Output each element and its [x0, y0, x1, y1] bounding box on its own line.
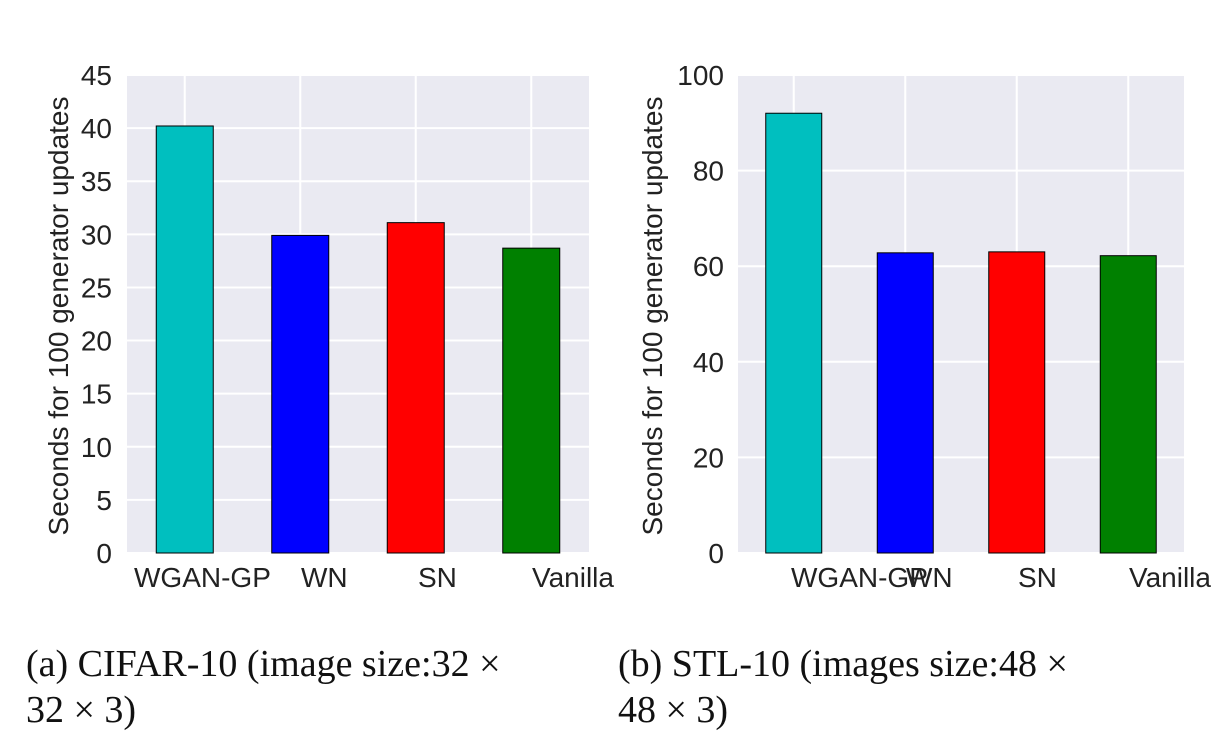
y-tick-label: 100 — [677, 60, 724, 91]
y-tick-label: 0 — [96, 538, 112, 569]
caption-a-line1: (a) CIFAR-10 (image size:32 × — [26, 643, 501, 685]
x-tick-label: SN — [418, 562, 457, 593]
y-tick-label: 60 — [693, 251, 724, 282]
y-axis-label: Seconds for 100 generator updates — [637, 97, 668, 536]
y-tick-label: 20 — [693, 442, 724, 473]
caption-b-line2: 48 × 3) — [618, 689, 728, 731]
y-tick-label: 0 — [708, 538, 724, 569]
caption-a-line2: 32 × 3) — [26, 689, 136, 731]
y-tick-label: 20 — [81, 326, 112, 357]
bar-vanilla — [502, 247, 561, 554]
bar-wn — [876, 252, 934, 554]
x-tick-label: WGAN-GP — [791, 562, 928, 593]
y-tick-label: 10 — [81, 432, 112, 463]
y-tick-label: 15 — [81, 379, 112, 410]
y-tick-label: 40 — [693, 347, 724, 378]
bar-wgan-gp — [155, 125, 214, 554]
y-tick-label: 30 — [81, 219, 112, 250]
bar-wn — [271, 234, 330, 554]
y-tick-label: 45 — [81, 60, 112, 91]
y-tick-label: 25 — [81, 272, 112, 303]
y-tick-label: 80 — [693, 156, 724, 187]
bar-wgan-gp — [765, 112, 823, 554]
x-tick-label: WN — [906, 562, 953, 593]
y-tick-label: 40 — [81, 113, 112, 144]
panel-cifar10: 0 5 10 15 20 25 30 35 40 45 WGAN-GP WN SN Vanilla Seco… — [43, 60, 614, 593]
bar-sn — [386, 222, 445, 554]
x-tick-label: Vanilla — [1129, 562, 1211, 593]
x-tick-label: WGAN-GP — [134, 562, 271, 593]
y-axis-label: Seconds for 100 generator updates — [43, 97, 74, 536]
x-tick-label: WN — [301, 562, 348, 593]
bar-vanilla — [1099, 255, 1157, 554]
x-tick-label: Vanilla — [532, 562, 614, 593]
x-tick-label: SN — [1018, 562, 1057, 593]
caption-b-line1: (b) STL-10 (images size:48 × — [618, 643, 1068, 685]
y-tick-label: 5 — [96, 485, 112, 516]
bar-sn — [988, 251, 1046, 554]
y-tick-label: 35 — [81, 166, 112, 197]
